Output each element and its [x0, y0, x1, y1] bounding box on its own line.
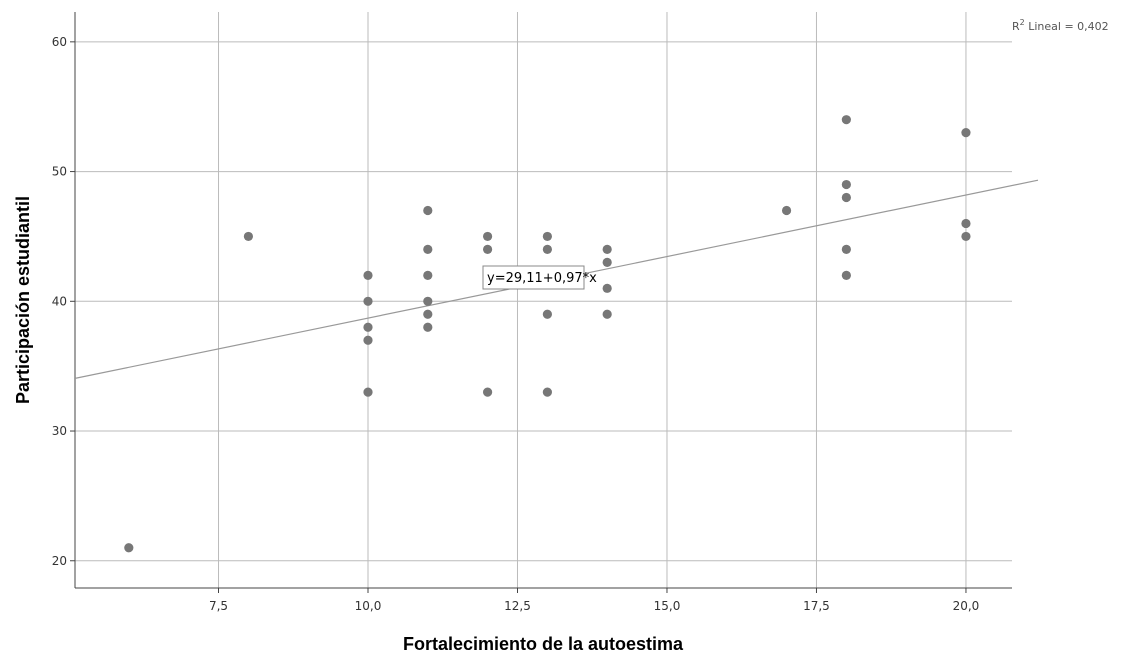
- data-point-23: [602, 283, 612, 293]
- axes: [70, 12, 1012, 593]
- x-tick-label-5: 20,0: [953, 599, 980, 613]
- equation-label-box: y=29,11+0,97*x: [482, 265, 597, 290]
- r2-letter: R: [1012, 20, 1020, 33]
- y-tick-label-2: 40: [52, 294, 67, 308]
- y-axis-title: Participación estudiantil: [13, 196, 33, 404]
- y-tick-label-4: 60: [52, 35, 67, 49]
- equation-label: y=29,11+0,97*x: [487, 271, 597, 286]
- data-point-12: [423, 322, 433, 332]
- data-point-6: [363, 387, 373, 397]
- y-tick-labels: 20 30 40 50 60: [52, 35, 67, 568]
- data-point-16: [482, 387, 493, 397]
- data-point-21: [602, 244, 612, 255]
- y-tick-label-3: 50: [52, 165, 67, 179]
- x-tick-labels: 7,5 10,0 12,5 15,0 17,5 20,0: [209, 599, 979, 613]
- data-point-4: [363, 322, 373, 332]
- data-point-11: [423, 309, 433, 319]
- data-point-5: [363, 335, 373, 345]
- data-point-14: [482, 244, 493, 255]
- x-tick-label-1: 10,0: [355, 599, 382, 613]
- data-point-28: [841, 192, 851, 203]
- x-tick-label-4: 17,5: [803, 599, 830, 613]
- y-tick-label-1: 30: [52, 424, 67, 438]
- data-point-27: [841, 179, 851, 190]
- r2-value: Lineal = 0,402: [1025, 20, 1109, 33]
- data-point-10: [423, 296, 433, 306]
- x-tick-label-3: 15,0: [654, 599, 681, 613]
- data-point-2: [363, 270, 373, 280]
- data-point-3: [363, 296, 373, 306]
- data-point-32: [961, 218, 971, 229]
- data-points: [124, 115, 971, 553]
- data-point-8: [423, 244, 433, 255]
- data-point-0: [124, 543, 134, 553]
- x-tick-label-0: 7,5: [209, 599, 228, 613]
- data-point-1: [243, 231, 254, 242]
- data-point-24: [602, 309, 612, 319]
- x-gridlines: [218, 12, 967, 588]
- data-point-22: [602, 257, 612, 267]
- data-point-33: [961, 231, 971, 242]
- y-tick-label-0: 20: [52, 554, 67, 568]
- data-point-19: [542, 309, 552, 319]
- data-point-17: [542, 231, 552, 242]
- data-point-29: [841, 244, 851, 255]
- data-point-26: [841, 115, 851, 125]
- data-point-18: [542, 244, 552, 255]
- y-gridlines: [75, 41, 1012, 562]
- r2-superscript: 2: [1020, 18, 1025, 27]
- data-point-25: [781, 205, 792, 216]
- data-point-30: [841, 270, 851, 280]
- equation-label-frame: [482, 265, 585, 290]
- x-axis-title: Fortalecimiento de la autoestima: [403, 634, 684, 654]
- r2-label: R2 Lineal = 0,402: [1012, 18, 1109, 33]
- data-point-31: [961, 128, 971, 138]
- data-point-20: [542, 387, 552, 397]
- data-point-9: [423, 270, 433, 280]
- x-tick-label-2: 12,5: [504, 599, 531, 613]
- data-point-13: [482, 231, 493, 242]
- data-point-7: [423, 205, 433, 216]
